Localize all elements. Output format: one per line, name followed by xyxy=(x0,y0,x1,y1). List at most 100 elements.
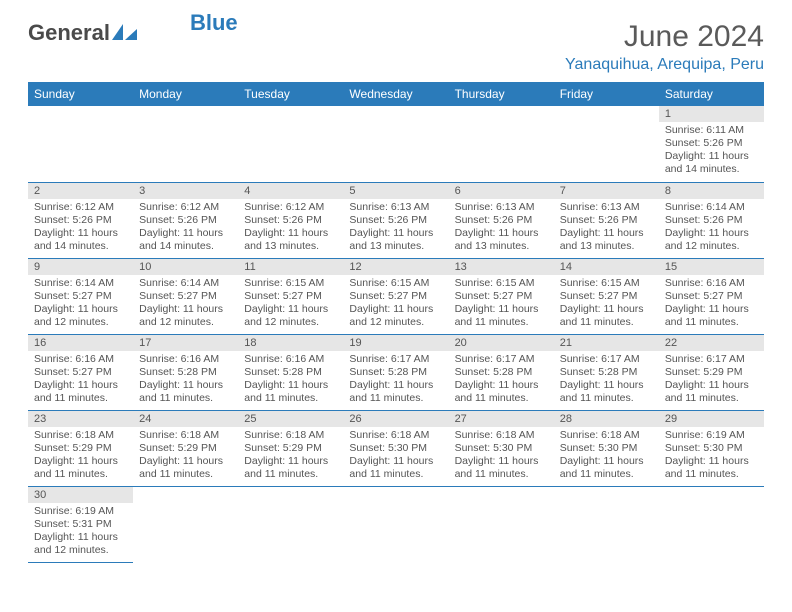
day-details: Sunrise: 6:13 AMSunset: 5:26 PMDaylight:… xyxy=(449,199,554,258)
day-details: Sunrise: 6:17 AMSunset: 5:28 PMDaylight:… xyxy=(449,351,554,410)
day-header-row: Sunday Monday Tuesday Wednesday Thursday… xyxy=(28,82,764,106)
calendar-row: 9Sunrise: 6:14 AMSunset: 5:27 PMDaylight… xyxy=(28,258,764,334)
calendar-cell: 28Sunrise: 6:18 AMSunset: 5:30 PMDayligh… xyxy=(554,410,659,486)
calendar-row: 1Sunrise: 6:11 AMSunset: 5:26 PMDaylight… xyxy=(28,106,764,182)
day-details: Sunrise: 6:14 AMSunset: 5:27 PMDaylight:… xyxy=(133,275,238,334)
day-number: 20 xyxy=(449,335,554,351)
page-title: June 2024 xyxy=(565,20,764,54)
day-details: Sunrise: 6:18 AMSunset: 5:29 PMDaylight:… xyxy=(133,427,238,486)
day-header: Sunday xyxy=(28,82,133,106)
calendar-cell: 2Sunrise: 6:12 AMSunset: 5:26 PMDaylight… xyxy=(28,182,133,258)
calendar-cell: 13Sunrise: 6:15 AMSunset: 5:27 PMDayligh… xyxy=(449,258,554,334)
calendar-cell: 18Sunrise: 6:16 AMSunset: 5:28 PMDayligh… xyxy=(238,334,343,410)
day-number: 6 xyxy=(449,183,554,199)
day-number: 21 xyxy=(554,335,659,351)
calendar-cell xyxy=(554,106,659,182)
day-number: 2 xyxy=(28,183,133,199)
calendar-cell: 26Sunrise: 6:18 AMSunset: 5:30 PMDayligh… xyxy=(343,410,448,486)
calendar-cell: 19Sunrise: 6:17 AMSunset: 5:28 PMDayligh… xyxy=(343,334,448,410)
day-details: Sunrise: 6:18 AMSunset: 5:29 PMDaylight:… xyxy=(238,427,343,486)
brand-name-part2: Blue xyxy=(190,10,238,36)
day-details: Sunrise: 6:16 AMSunset: 5:28 PMDaylight:… xyxy=(238,351,343,410)
day-header: Monday xyxy=(133,82,238,106)
day-header: Friday xyxy=(554,82,659,106)
calendar-cell: 3Sunrise: 6:12 AMSunset: 5:26 PMDaylight… xyxy=(133,182,238,258)
brand-logo: General Blue xyxy=(28,20,238,46)
day-number: 15 xyxy=(659,259,764,275)
day-number: 11 xyxy=(238,259,343,275)
calendar-row: 16Sunrise: 6:16 AMSunset: 5:27 PMDayligh… xyxy=(28,334,764,410)
day-details: Sunrise: 6:12 AMSunset: 5:26 PMDaylight:… xyxy=(238,199,343,258)
day-number: 17 xyxy=(133,335,238,351)
calendar-row: 30Sunrise: 6:19 AMSunset: 5:31 PMDayligh… xyxy=(28,486,764,562)
calendar-cell: 1Sunrise: 6:11 AMSunset: 5:26 PMDaylight… xyxy=(659,106,764,182)
calendar-cell: 8Sunrise: 6:14 AMSunset: 5:26 PMDaylight… xyxy=(659,182,764,258)
day-number: 23 xyxy=(28,411,133,427)
day-details: Sunrise: 6:14 AMSunset: 5:27 PMDaylight:… xyxy=(28,275,133,334)
calendar-cell xyxy=(28,106,133,182)
day-number: 9 xyxy=(28,259,133,275)
calendar-cell: 30Sunrise: 6:19 AMSunset: 5:31 PMDayligh… xyxy=(28,486,133,562)
day-number: 26 xyxy=(343,411,448,427)
calendar-cell: 17Sunrise: 6:16 AMSunset: 5:28 PMDayligh… xyxy=(133,334,238,410)
day-number: 3 xyxy=(133,183,238,199)
day-details: Sunrise: 6:19 AMSunset: 5:31 PMDaylight:… xyxy=(28,503,133,562)
calendar-row: 23Sunrise: 6:18 AMSunset: 5:29 PMDayligh… xyxy=(28,410,764,486)
calendar-cell: 7Sunrise: 6:13 AMSunset: 5:26 PMDaylight… xyxy=(554,182,659,258)
day-header: Thursday xyxy=(449,82,554,106)
location-text: Yanaquihua, Arequipa, Peru xyxy=(565,56,764,74)
calendar-cell xyxy=(133,106,238,182)
calendar-body: 1Sunrise: 6:11 AMSunset: 5:26 PMDaylight… xyxy=(28,106,764,562)
day-number: 25 xyxy=(238,411,343,427)
calendar-cell: 12Sunrise: 6:15 AMSunset: 5:27 PMDayligh… xyxy=(343,258,448,334)
day-details: Sunrise: 6:11 AMSunset: 5:26 PMDaylight:… xyxy=(659,122,764,181)
day-details: Sunrise: 6:17 AMSunset: 5:28 PMDaylight:… xyxy=(343,351,448,410)
day-number: 24 xyxy=(133,411,238,427)
day-details: Sunrise: 6:16 AMSunset: 5:27 PMDaylight:… xyxy=(28,351,133,410)
day-number: 30 xyxy=(28,487,133,503)
day-number: 27 xyxy=(449,411,554,427)
calendar-cell xyxy=(659,486,764,562)
calendar-cell: 5Sunrise: 6:13 AMSunset: 5:26 PMDaylight… xyxy=(343,182,448,258)
calendar-cell: 23Sunrise: 6:18 AMSunset: 5:29 PMDayligh… xyxy=(28,410,133,486)
calendar-cell xyxy=(343,486,448,562)
calendar-cell: 25Sunrise: 6:18 AMSunset: 5:29 PMDayligh… xyxy=(238,410,343,486)
header: General Blue June 2024 Yanaquihua, Arequ… xyxy=(28,20,764,74)
calendar-cell xyxy=(133,486,238,562)
calendar-cell: 9Sunrise: 6:14 AMSunset: 5:27 PMDaylight… xyxy=(28,258,133,334)
day-details: Sunrise: 6:19 AMSunset: 5:30 PMDaylight:… xyxy=(659,427,764,486)
day-details: Sunrise: 6:18 AMSunset: 5:30 PMDaylight:… xyxy=(449,427,554,486)
day-details: Sunrise: 6:15 AMSunset: 5:27 PMDaylight:… xyxy=(343,275,448,334)
calendar-cell: 14Sunrise: 6:15 AMSunset: 5:27 PMDayligh… xyxy=(554,258,659,334)
calendar-cell: 4Sunrise: 6:12 AMSunset: 5:26 PMDaylight… xyxy=(238,182,343,258)
day-details: Sunrise: 6:15 AMSunset: 5:27 PMDaylight:… xyxy=(449,275,554,334)
day-number: 5 xyxy=(343,183,448,199)
day-number: 7 xyxy=(554,183,659,199)
day-header: Wednesday xyxy=(343,82,448,106)
calendar-cell: 6Sunrise: 6:13 AMSunset: 5:26 PMDaylight… xyxy=(449,182,554,258)
day-details: Sunrise: 6:18 AMSunset: 5:30 PMDaylight:… xyxy=(343,427,448,486)
day-number: 13 xyxy=(449,259,554,275)
day-details: Sunrise: 6:15 AMSunset: 5:27 PMDaylight:… xyxy=(238,275,343,334)
calendar-cell: 15Sunrise: 6:16 AMSunset: 5:27 PMDayligh… xyxy=(659,258,764,334)
day-number: 28 xyxy=(554,411,659,427)
calendar-cell xyxy=(449,486,554,562)
calendar-cell xyxy=(554,486,659,562)
day-details: Sunrise: 6:12 AMSunset: 5:26 PMDaylight:… xyxy=(28,199,133,258)
calendar-cell xyxy=(238,106,343,182)
title-block: June 2024 Yanaquihua, Arequipa, Peru xyxy=(565,20,764,74)
calendar-table: Sunday Monday Tuesday Wednesday Thursday… xyxy=(28,82,764,563)
day-number: 18 xyxy=(238,335,343,351)
calendar-cell xyxy=(449,106,554,182)
day-number: 14 xyxy=(554,259,659,275)
calendar-cell: 29Sunrise: 6:19 AMSunset: 5:30 PMDayligh… xyxy=(659,410,764,486)
calendar-cell: 16Sunrise: 6:16 AMSunset: 5:27 PMDayligh… xyxy=(28,334,133,410)
day-header: Tuesday xyxy=(238,82,343,106)
day-number: 1 xyxy=(659,106,764,122)
day-details: Sunrise: 6:16 AMSunset: 5:28 PMDaylight:… xyxy=(133,351,238,410)
day-number: 22 xyxy=(659,335,764,351)
day-details: Sunrise: 6:16 AMSunset: 5:27 PMDaylight:… xyxy=(659,275,764,334)
calendar-cell: 22Sunrise: 6:17 AMSunset: 5:29 PMDayligh… xyxy=(659,334,764,410)
calendar-cell xyxy=(238,486,343,562)
brand-name-part1: General xyxy=(28,20,110,46)
